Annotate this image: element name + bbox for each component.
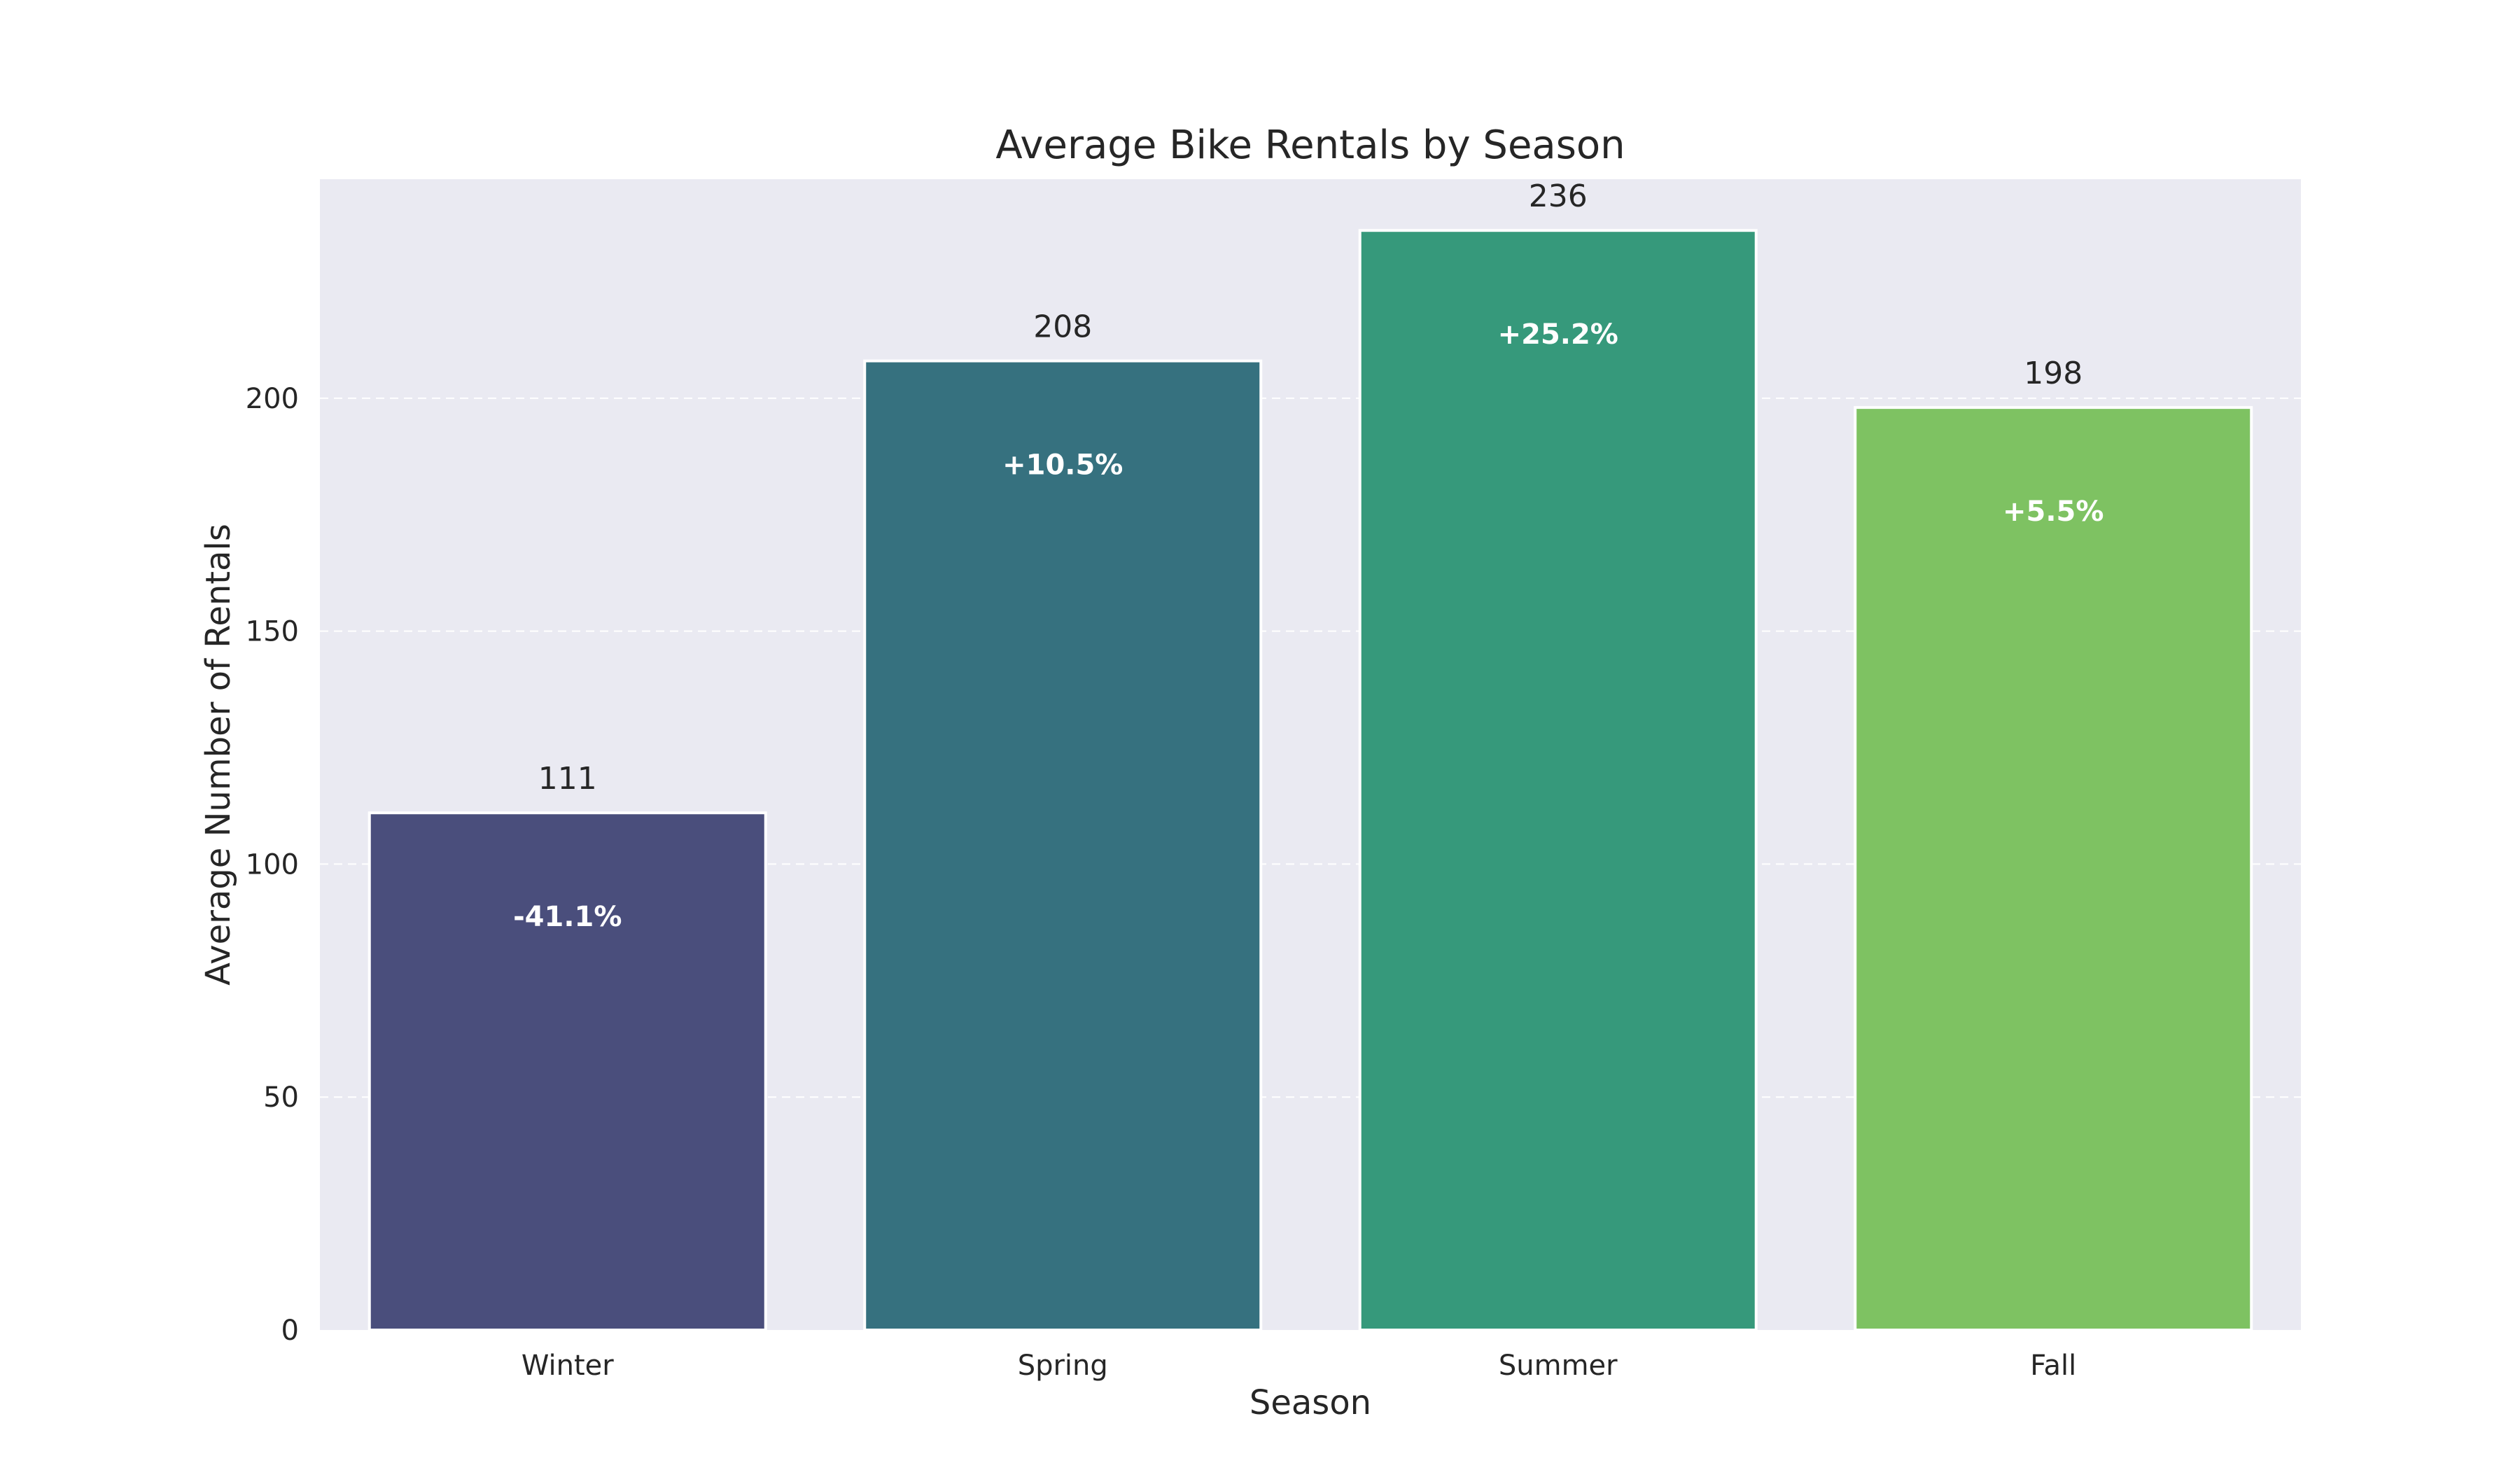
x-tick-label: Winter [522, 1350, 614, 1382]
bar-value-label: 236 [1529, 178, 1588, 214]
y-tick-label: 150 [246, 616, 299, 648]
bar-summer [1358, 229, 1758, 1331]
bar-winter [368, 811, 767, 1331]
x-tick-label: Summer [1499, 1350, 1618, 1382]
bar-change-label: -41.1% [513, 901, 622, 933]
x-axis-label: Season [1250, 1383, 1371, 1422]
bar-change-label: +25.2% [1498, 318, 1618, 351]
x-axis-ticks: Winter Spring Summer Fall [522, 1350, 2076, 1382]
y-tick-label: 100 [246, 848, 299, 881]
y-tick-label: 0 [281, 1315, 299, 1347]
x-tick-label: Spring [1018, 1350, 1108, 1382]
bar-change-label: +5.5% [2003, 496, 2104, 528]
bar-value-label: 208 [1033, 309, 1092, 345]
y-tick-label: 50 [263, 1082, 299, 1114]
bar-value-label: 198 [2024, 356, 2082, 391]
y-tick-label: 200 [246, 383, 299, 415]
bar-change-label: +10.5% [1002, 449, 1123, 482]
chart-title: Average Bike Rentals by Season [995, 122, 1625, 168]
bars: 111 -41.1% 208 +10.5% 236 +25.2% 198 +5.5% [368, 178, 2253, 1331]
bar-spring [863, 359, 1263, 1331]
y-axis-label: Average Number of Rentals [199, 524, 238, 986]
bar-value-label: 111 [538, 761, 597, 797]
x-tick-label: Fall [2030, 1350, 2076, 1382]
y-axis-ticks: 0 50 100 150 200 [246, 383, 299, 1347]
bar-fall [1854, 406, 2253, 1331]
